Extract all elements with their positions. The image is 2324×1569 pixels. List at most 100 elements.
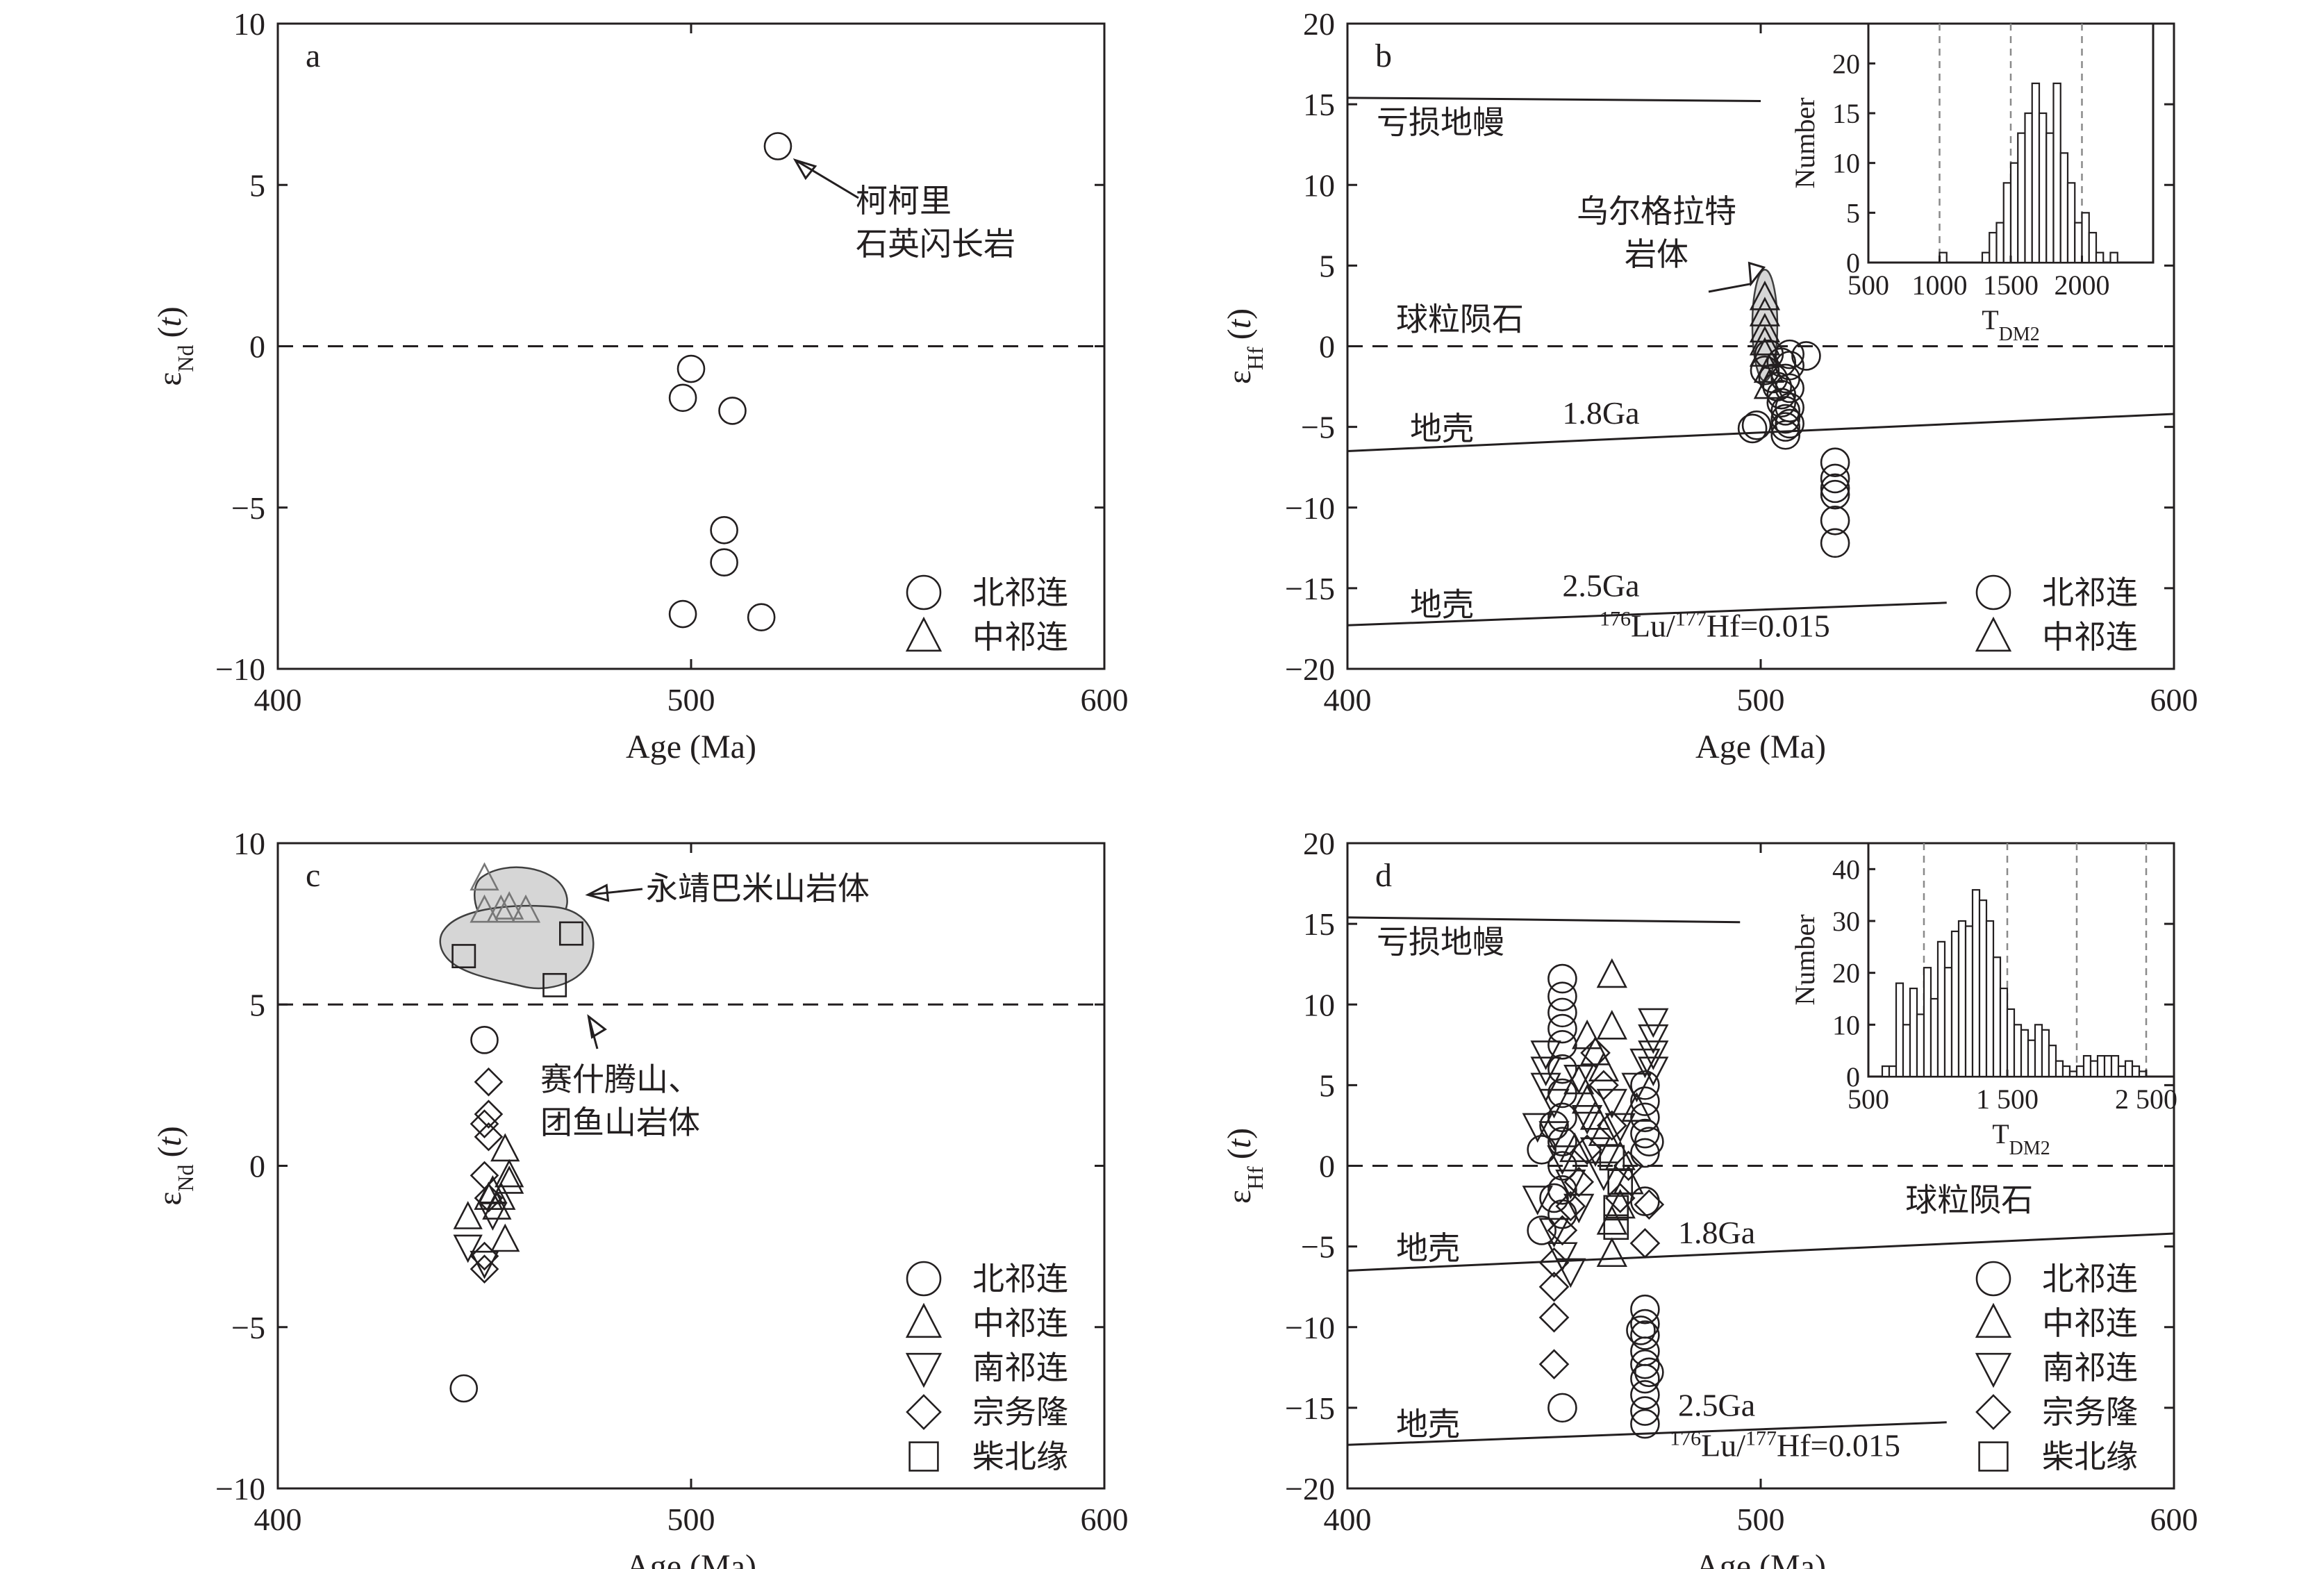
y-tick-label: −15 [1285,571,1335,606]
circle-point [1630,1086,1660,1116]
legend-label: 南祁连 [972,1349,1068,1386]
histogram-bar [2031,82,2041,264]
diamond-point [1538,1271,1570,1302]
annotation-label: 石英闪长岩 [856,225,1015,263]
legend-triangle-up-marker [1975,616,2012,652]
histogram-bar [2088,231,2098,264]
reference-line [1347,413,2175,452]
histogram-bar [2045,132,2055,264]
y-tick-label: 15 [1303,906,1335,942]
histogram-bar [2038,112,2048,264]
circle-point [1527,1134,1557,1165]
histogram-bar [2009,162,2019,264]
circle-point [1770,396,1800,426]
y-tick-label: 0 [249,329,265,365]
circle-point [1820,447,1850,478]
legend-label: 北祁连 [972,1260,1068,1297]
legend-circle-marker [906,574,942,611]
circle-point [1630,1138,1660,1168]
depleted-mantle-label: 亏损地幔 [1377,923,1504,961]
circle-point [1775,373,1804,404]
triangle-down-point [1638,1040,1669,1070]
histogram-bar [2059,152,2069,264]
triangle-down-point [1538,1088,1570,1119]
diamond-point [1596,1110,1627,1141]
panel-letter: d [1375,857,1392,894]
histogram-bar [2024,112,2033,264]
crust-age-label: 2.5Ga [1562,567,1639,603]
triangle-up-point [1588,1116,1620,1146]
triangle-down-point [1538,1121,1570,1151]
chondrite-label: 球粒陨石 [1396,300,1524,338]
legend-label: 中祁连 [2042,618,2138,656]
histogram-bar [2027,1039,2036,1078]
saishiteng-field [439,904,595,990]
circle-point [710,548,738,577]
y-tick-label: −10 [215,1471,265,1506]
circle-point [710,515,738,545]
triangle-down-point [1555,1258,1586,1288]
triangle-down-point [1604,1113,1636,1143]
diamond-point [474,1184,504,1213]
circle-point [1630,1396,1660,1426]
triangle-down-point [1621,1072,1652,1103]
y-tick-label: −5 [231,1310,265,1345]
reference-line [1347,916,1741,924]
triangle-down-point [1629,1048,1661,1079]
y-tick-label: −5 [231,490,265,526]
triangle-down-point [1638,1056,1669,1086]
histogram-bar [2066,182,2076,264]
diamond-point [474,1122,504,1152]
square-point [451,944,476,969]
triangle-down-point [470,1250,499,1279]
histogram-bar [2117,1065,2127,1078]
arrowhead [1748,261,1766,287]
x-tick-label: 500 [1737,682,1785,717]
circle-point [1527,1215,1557,1245]
crust-age-label: 1.8Ga [1562,395,1639,431]
histogram-bar [1943,967,1953,1078]
triangle-down-point [1547,1145,1578,1175]
circle-point [1770,404,1800,434]
triangle-down-point [1579,1137,1611,1168]
circle-point [677,354,706,383]
x-axis-title: Age (Ma) [1695,729,1826,765]
x-axis-title: Age (Ma) [626,1548,756,1569]
inset-x-tick-label: 2 500 [2115,1084,2177,1115]
arrowhead [585,883,610,902]
triangle-up-point [495,1159,524,1188]
circle-point [1634,1127,1664,1156]
circle-point [1547,1175,1577,1205]
inset-x-tick-label: 500 [1848,1084,1889,1115]
x-tick-label: 500 [1737,1502,1785,1537]
circle-point [1626,1315,1656,1345]
triangle-up-point [1596,958,1627,988]
panel-letter: c [306,857,320,894]
legend-triangle-up-marker [905,616,943,652]
annotation-label: 永靖巴米山岩体 [646,870,870,907]
y-tick-label: 10 [233,826,265,861]
histogram-bar [2020,1029,2030,1078]
circle-point [1630,1363,1660,1394]
legend-label: 南祁连 [2042,1349,2138,1386]
inset-x-axis-title: TDM2 [1992,1118,2050,1159]
triangle-up-point [486,894,516,923]
circle-point [1775,408,1804,439]
triangle-up-point [1749,313,1781,343]
y-tick-label: 10 [233,6,265,42]
legend-diamond-marker [1975,1394,2011,1430]
y-tick-label: 0 [1319,1149,1335,1184]
circle-point [1547,1030,1577,1060]
diamond-point [1634,1189,1665,1220]
triangle-up-point [1571,1084,1603,1114]
inset-y-tick-label: 10 [1832,148,1860,179]
reference-line [1347,1232,2175,1272]
y-tick-label: −15 [1285,1390,1335,1426]
circle-point [1547,1013,1577,1044]
circle-point [1820,463,1850,494]
legend-square-marker [1978,1441,2009,1472]
diamond-point [474,1067,504,1097]
legend-triangle-up-marker [905,1302,943,1338]
diamond-point [1580,1038,1611,1068]
inset-histogram-d: 500 1 500 2 500 0 10 20 30 40 TDM2 Number [1789,842,2177,1159]
